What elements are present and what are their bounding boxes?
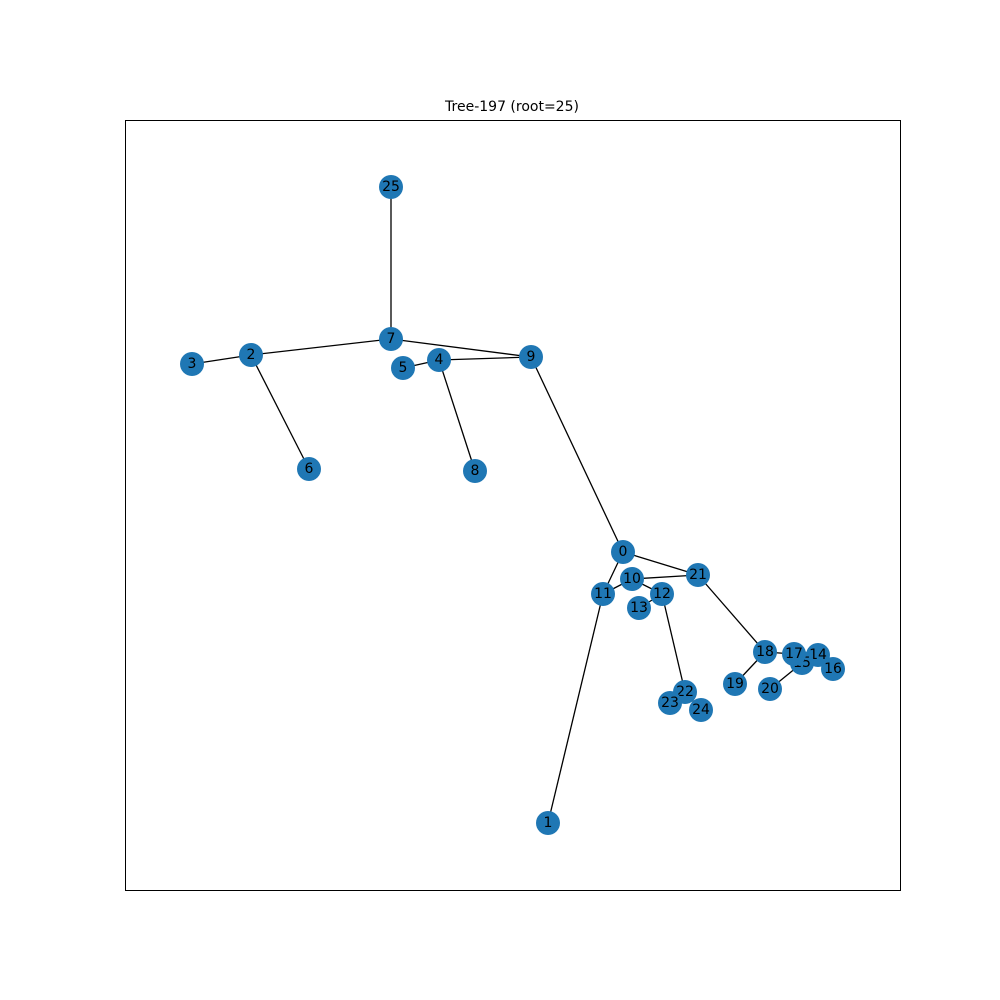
node-label: 25 bbox=[382, 179, 400, 195]
node-9: 9 bbox=[519, 345, 543, 369]
edge-9-4 bbox=[438, 356, 532, 361]
edges-layer bbox=[191, 187, 834, 824]
edge-4-8 bbox=[438, 359, 476, 472]
node-0: 0 bbox=[611, 540, 635, 564]
node-23: 23 bbox=[658, 691, 682, 715]
edge-2-6 bbox=[250, 354, 310, 470]
node-label: 12 bbox=[653, 586, 671, 602]
node-label: 3 bbox=[188, 356, 197, 372]
node-circle bbox=[753, 640, 777, 664]
node-label: 23 bbox=[661, 695, 679, 711]
node-label: 14 bbox=[809, 647, 827, 663]
node-label: 7 bbox=[387, 331, 396, 347]
node-label: 6 bbox=[305, 461, 314, 477]
node-label: 1 bbox=[544, 815, 553, 831]
node-circle bbox=[689, 698, 713, 722]
node-circle bbox=[620, 567, 644, 591]
node-circle bbox=[758, 677, 782, 701]
node-3: 3 bbox=[180, 352, 204, 376]
node-label: 8 bbox=[471, 463, 480, 479]
node-circle bbox=[180, 352, 204, 376]
node-circle bbox=[536, 811, 560, 835]
node-circle bbox=[519, 345, 543, 369]
node-label: 9 bbox=[527, 349, 536, 365]
node-circle bbox=[379, 175, 403, 199]
node-25: 25 bbox=[379, 175, 403, 199]
node-circle bbox=[723, 672, 747, 696]
node-13: 13 bbox=[627, 596, 651, 620]
node-circle bbox=[650, 582, 674, 606]
edge-9-0 bbox=[530, 356, 624, 553]
node-20: 20 bbox=[758, 677, 782, 701]
node-10: 10 bbox=[620, 567, 644, 591]
node-label: 17 bbox=[785, 646, 803, 662]
node-circle bbox=[782, 642, 806, 666]
node-label: 16 bbox=[824, 661, 842, 677]
node-17: 17 bbox=[782, 642, 806, 666]
node-18: 18 bbox=[753, 640, 777, 664]
node-24: 24 bbox=[689, 698, 713, 722]
node-circle bbox=[591, 582, 615, 606]
node-11: 11 bbox=[591, 582, 615, 606]
node-label: 22 bbox=[676, 684, 694, 700]
node-6: 6 bbox=[297, 457, 321, 481]
node-circle bbox=[391, 356, 415, 380]
node-label: 10 bbox=[623, 571, 641, 587]
plot-frame bbox=[125, 120, 901, 891]
node-circle bbox=[427, 348, 451, 372]
node-circle bbox=[686, 563, 710, 587]
edge-12-22 bbox=[661, 593, 686, 693]
node-label: 4 bbox=[435, 352, 444, 368]
node-circle bbox=[463, 459, 487, 483]
node-label: 13 bbox=[630, 600, 648, 616]
node-circle bbox=[611, 540, 635, 564]
edge-21-18 bbox=[697, 574, 766, 653]
node-7: 7 bbox=[379, 327, 403, 351]
node-circle bbox=[297, 457, 321, 481]
node-label: 20 bbox=[761, 681, 779, 697]
node-label: 21 bbox=[689, 567, 707, 583]
node-label: 24 bbox=[692, 702, 710, 718]
node-21: 21 bbox=[686, 563, 710, 587]
node-12: 12 bbox=[650, 582, 674, 606]
node-label: 0 bbox=[619, 544, 628, 560]
edge-11-1 bbox=[547, 593, 604, 824]
node-2: 2 bbox=[239, 343, 263, 367]
edge-7-2 bbox=[250, 338, 392, 356]
node-circle bbox=[658, 691, 682, 715]
node-1: 1 bbox=[536, 811, 560, 835]
node-circle bbox=[239, 343, 263, 367]
edge-0-21 bbox=[622, 551, 699, 576]
node-label: 2 bbox=[247, 347, 256, 363]
node-label: 18 bbox=[756, 644, 774, 660]
edge-7-9 bbox=[390, 338, 532, 358]
node-5: 5 bbox=[391, 356, 415, 380]
node-8: 8 bbox=[463, 459, 487, 483]
node-19: 19 bbox=[723, 672, 747, 696]
node-circle bbox=[627, 596, 651, 620]
node-label: 11 bbox=[594, 586, 612, 602]
node-circle bbox=[379, 327, 403, 351]
node-label: 5 bbox=[399, 360, 408, 376]
node-circle bbox=[821, 657, 845, 681]
diagram-title: Tree-197 (root=25) bbox=[444, 99, 579, 115]
node-4: 4 bbox=[427, 348, 451, 372]
node-16: 16 bbox=[821, 657, 845, 681]
node-label: 19 bbox=[726, 676, 744, 692]
